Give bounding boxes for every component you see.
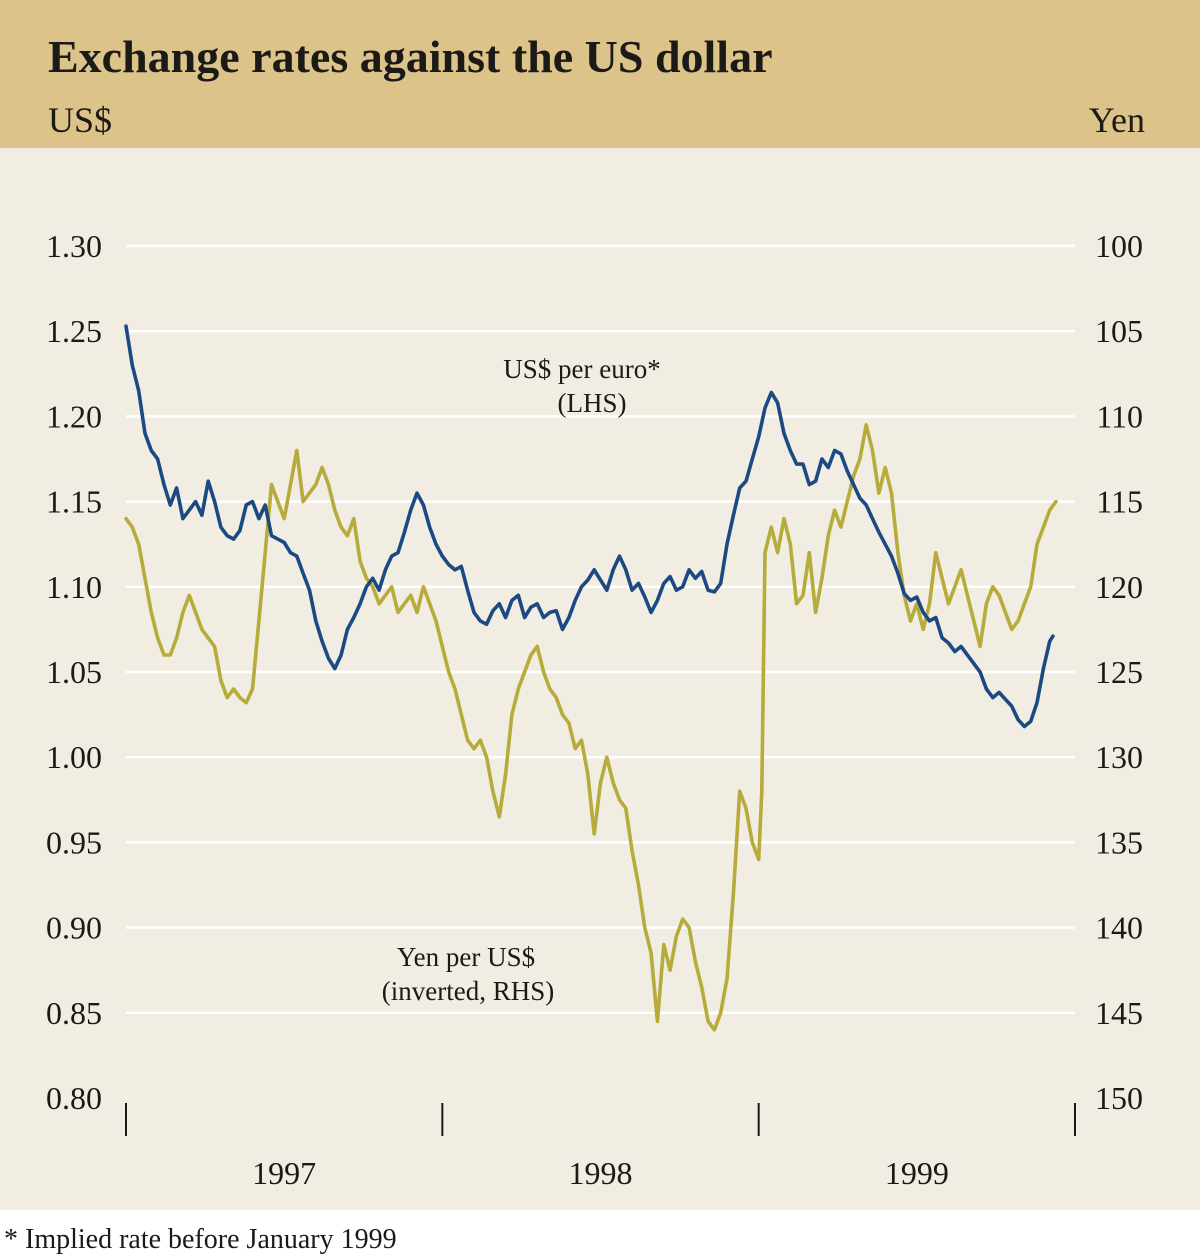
right-tick-label: 105: [1095, 313, 1143, 349]
left-tick-label: 1.20: [46, 398, 102, 434]
right-tick-label: 150: [1095, 1080, 1143, 1116]
right-tick-label: 120: [1095, 569, 1143, 605]
footnote: * Implied rate before January 1999: [4, 1224, 397, 1255]
euro-annotation: US$ per euro* (LHS): [503, 354, 660, 418]
left-tick-label: 0.95: [46, 824, 102, 860]
gridlines: [126, 244, 1075, 1015]
yen-annotation: Yen per US$ (inverted, RHS): [382, 942, 554, 1006]
yen-annotation-line2: (inverted, RHS): [382, 976, 554, 1006]
right-tick-label: 140: [1095, 910, 1143, 946]
right-tick-label: 110: [1096, 398, 1143, 434]
yen-series-line: [124, 423, 1058, 1032]
plot-background: [0, 148, 1200, 1210]
left-tick-label: 1.10: [46, 569, 102, 605]
x-axis: 1997 1998 1999: [125, 1103, 1076, 1191]
right-tick-label: 135: [1095, 824, 1143, 860]
left-tick-label: 1.25: [46, 313, 102, 349]
left-axis-ticks: 1.30 1.25 1.20 1.15 1.10 1.05 1.00 0.95 0.90 0.85…: [46, 228, 102, 1116]
left-tick-label: 0.80: [46, 1080, 102, 1116]
right-tick-label: 130: [1095, 739, 1143, 775]
right-tick-label: 145: [1095, 995, 1143, 1031]
series-lines: [124, 324, 1058, 1032]
euro-annotation-line1: US$ per euro*: [503, 354, 660, 384]
left-tick-label: 1.05: [46, 654, 102, 690]
footnote-band: [0, 1210, 1200, 1256]
euro-series-line: [124, 324, 1055, 729]
left-axis-label: US$: [48, 100, 112, 140]
yen-annotation-line1: Yen per US$: [397, 942, 535, 972]
x-tick-label: 1997: [252, 1155, 316, 1191]
left-tick-label: 0.90: [46, 910, 102, 946]
left-tick-label: 0.85: [46, 995, 102, 1031]
x-tick-label: 1998: [569, 1155, 633, 1191]
right-axis-ticks: 100 105 110 115 120 125 130 135 140 145 150: [1095, 228, 1143, 1116]
euro-annotation-line2: (LHS): [558, 388, 627, 418]
right-tick-label: 115: [1096, 484, 1143, 520]
left-tick-label: 1.30: [46, 228, 102, 264]
left-tick-label: 1.15: [46, 484, 102, 520]
right-tick-label: 125: [1095, 654, 1143, 690]
right-axis-label: Yen: [1089, 100, 1145, 140]
right-tick-label: 100: [1095, 228, 1143, 264]
chart-title: Exchange rates against the US dollar: [48, 31, 773, 82]
header-band: [0, 0, 1200, 148]
x-tick-label: 1999: [885, 1155, 949, 1191]
left-tick-label: 1.00: [46, 739, 102, 775]
